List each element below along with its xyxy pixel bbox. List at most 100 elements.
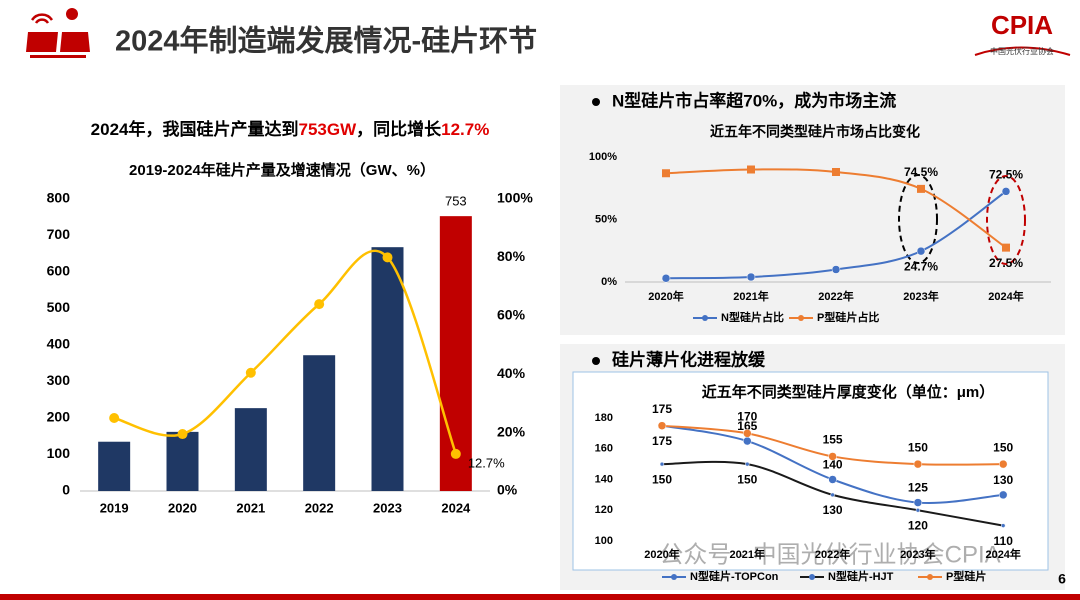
legend-marker [809, 574, 815, 580]
logo-swoosh [974, 46, 1071, 56]
y2-tick-label: 80% [497, 248, 526, 264]
line-marker [743, 436, 752, 446]
data-label: 175 [652, 434, 672, 448]
legend-label: P型硅片占比 [817, 310, 879, 324]
y-tick-label: 800 [47, 190, 71, 206]
x-tick-label: 2021年 [733, 289, 768, 303]
line-marker [661, 274, 671, 283]
data-label: 12.7% [468, 455, 505, 470]
y-tick-label: 300 [47, 372, 71, 388]
x-tick-label: 2024年 [985, 547, 1020, 561]
legend-label: P型硅片 [946, 569, 986, 583]
legend-label: N型硅片-HJT [828, 569, 894, 583]
y-tick-label: 400 [47, 336, 71, 352]
headline: 2024年，我国硅片产量达到753GW，同比增长12.7% [91, 119, 490, 139]
data-label: 130 [823, 503, 843, 517]
line-marker [659, 461, 665, 467]
x-tick-label: 2023 [373, 500, 402, 515]
x-tick-label: 2019 [100, 500, 129, 515]
y2-tick-label: 60% [497, 307, 526, 323]
y-tick-label: 0 [62, 482, 70, 498]
highlight-ellipse [898, 174, 938, 264]
x-tick-label: 2020年 [644, 547, 679, 561]
line-marker [828, 475, 837, 484]
headline-text: ，同比增长 [356, 119, 442, 139]
watermark: 公众号 · 中国光伏行业协会CPIA [659, 541, 1000, 568]
data-label: 150 [652, 472, 672, 486]
data-label: 140 [823, 458, 843, 472]
chart-title: 2019-2024年硅片产量及增速情况（GW、%） [129, 161, 435, 179]
data-label: 155 [823, 433, 843, 447]
x-tick-label: 2024年 [988, 289, 1023, 303]
line-marker [745, 461, 750, 467]
y2-tick-label: 0% [497, 482, 518, 498]
line-marker [177, 429, 188, 440]
data-label: 150 [908, 440, 928, 454]
line-marker [831, 265, 841, 274]
bar [98, 441, 131, 491]
y-tick-label: 500 [47, 299, 71, 315]
data-label: 170 [737, 410, 757, 424]
headline-text: 2024年，我国硅片产量达到 [91, 119, 299, 139]
bar [439, 216, 472, 491]
logo: CPIA [991, 10, 1053, 40]
line-marker [1001, 187, 1011, 196]
data-label: 150 [737, 472, 757, 486]
chart-title: 近五年不同类型硅片市场占比变化 [710, 124, 920, 140]
line-marker [450, 448, 461, 459]
line-marker [913, 498, 923, 507]
x-tick-label: 2022年 [818, 289, 853, 303]
line-marker [657, 421, 667, 430]
y-tick-label: 120 [595, 504, 613, 516]
y-tick-label: 600 [47, 263, 71, 279]
line-marker [915, 508, 921, 513]
page-number: 6 [1058, 571, 1066, 587]
x-tick-label: 2024 [441, 500, 471, 515]
highlight-ellipse [986, 175, 1026, 265]
line-marker [828, 452, 837, 461]
line-marker [662, 169, 670, 178]
x-tick-label: 2023年 [903, 289, 938, 303]
line-marker [746, 272, 756, 282]
y-tick-label: 100% [589, 151, 617, 163]
bar [303, 355, 336, 491]
legend-marker [671, 574, 677, 580]
page-title: 2024年制造端发展情况-硅片环节 [115, 24, 537, 58]
x-tick-label: 2023年 [900, 547, 935, 561]
x-tick-label: 2021 [236, 500, 265, 515]
legend-label: N型硅片-TOPCon [690, 569, 779, 583]
legend-marker [798, 315, 804, 321]
x-tick-label: 2021年 [730, 547, 765, 561]
bar [234, 408, 267, 491]
data-label: 150 [993, 440, 1013, 454]
x-tick-label: 2020年 [648, 289, 683, 303]
line-marker [747, 165, 755, 174]
legend-marker [702, 315, 708, 321]
line-marker [917, 184, 925, 193]
line-marker [245, 367, 256, 378]
line-marker [109, 413, 120, 423]
logo-subtitle: 中国光伏行业协会 [990, 46, 1054, 56]
bar [166, 431, 199, 491]
y-tick-label: 100 [595, 535, 613, 547]
chart-title: 近五年不同类型硅片厚度变化（单位：μm） [702, 383, 995, 401]
bullet [592, 357, 600, 365]
y-tick-label: 50% [595, 213, 617, 225]
line-marker [913, 459, 923, 469]
data-label: 110 [994, 534, 1014, 548]
bar-label: 753 [445, 194, 467, 209]
data-label: 74.5% [904, 165, 938, 179]
y-tick-label: 140 [595, 473, 613, 485]
y-tick-label: 160 [595, 443, 613, 455]
bullet [592, 98, 600, 106]
x-tick-label: 2020 [168, 500, 197, 515]
data-label: 72.5% [989, 168, 1023, 182]
bar [371, 247, 404, 491]
section-heading: 硅片薄片化进程放缓 [612, 349, 766, 369]
data-label: 24.7% [904, 259, 938, 273]
line-marker [998, 459, 1008, 469]
y-tick-label: 180 [595, 412, 613, 424]
line-marker [830, 492, 835, 498]
section-heading: N型硅片市占率超70%，成为市场主流 [612, 90, 896, 110]
